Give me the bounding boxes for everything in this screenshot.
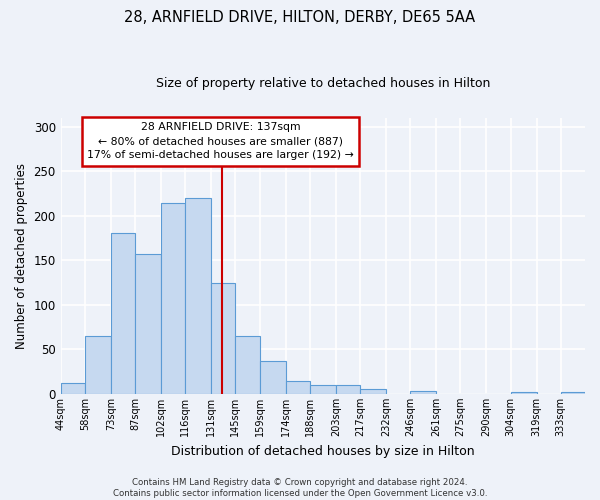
Bar (211, 282, 235, 394)
Bar (260, 361, 286, 394)
Bar (61, 383, 85, 394)
Bar (135, 254, 161, 394)
Bar (561, 392, 585, 394)
Bar (511, 392, 536, 394)
Y-axis label: Number of detached properties: Number of detached properties (15, 163, 28, 349)
Bar (286, 382, 310, 394)
Title: Size of property relative to detached houses in Hilton: Size of property relative to detached ho… (155, 78, 490, 90)
Bar (161, 202, 185, 394)
Text: Contains HM Land Registry data © Crown copyright and database right 2024.
Contai: Contains HM Land Registry data © Crown c… (113, 478, 487, 498)
Bar (310, 385, 336, 394)
Text: 28 ARNFIELD DRIVE: 137sqm
← 80% of detached houses are smaller (887)
17% of semi: 28 ARNFIELD DRIVE: 137sqm ← 80% of detac… (87, 122, 354, 160)
Bar (410, 391, 436, 394)
Bar (336, 385, 360, 394)
X-axis label: Distribution of detached houses by size in Hilton: Distribution of detached houses by size … (171, 444, 475, 458)
Bar (85, 336, 111, 394)
Text: 28, ARNFIELD DRIVE, HILTON, DERBY, DE65 5AA: 28, ARNFIELD DRIVE, HILTON, DERBY, DE65 … (124, 10, 476, 25)
Bar (185, 198, 211, 394)
Bar (111, 233, 135, 394)
Bar (235, 336, 260, 394)
Bar (360, 390, 386, 394)
